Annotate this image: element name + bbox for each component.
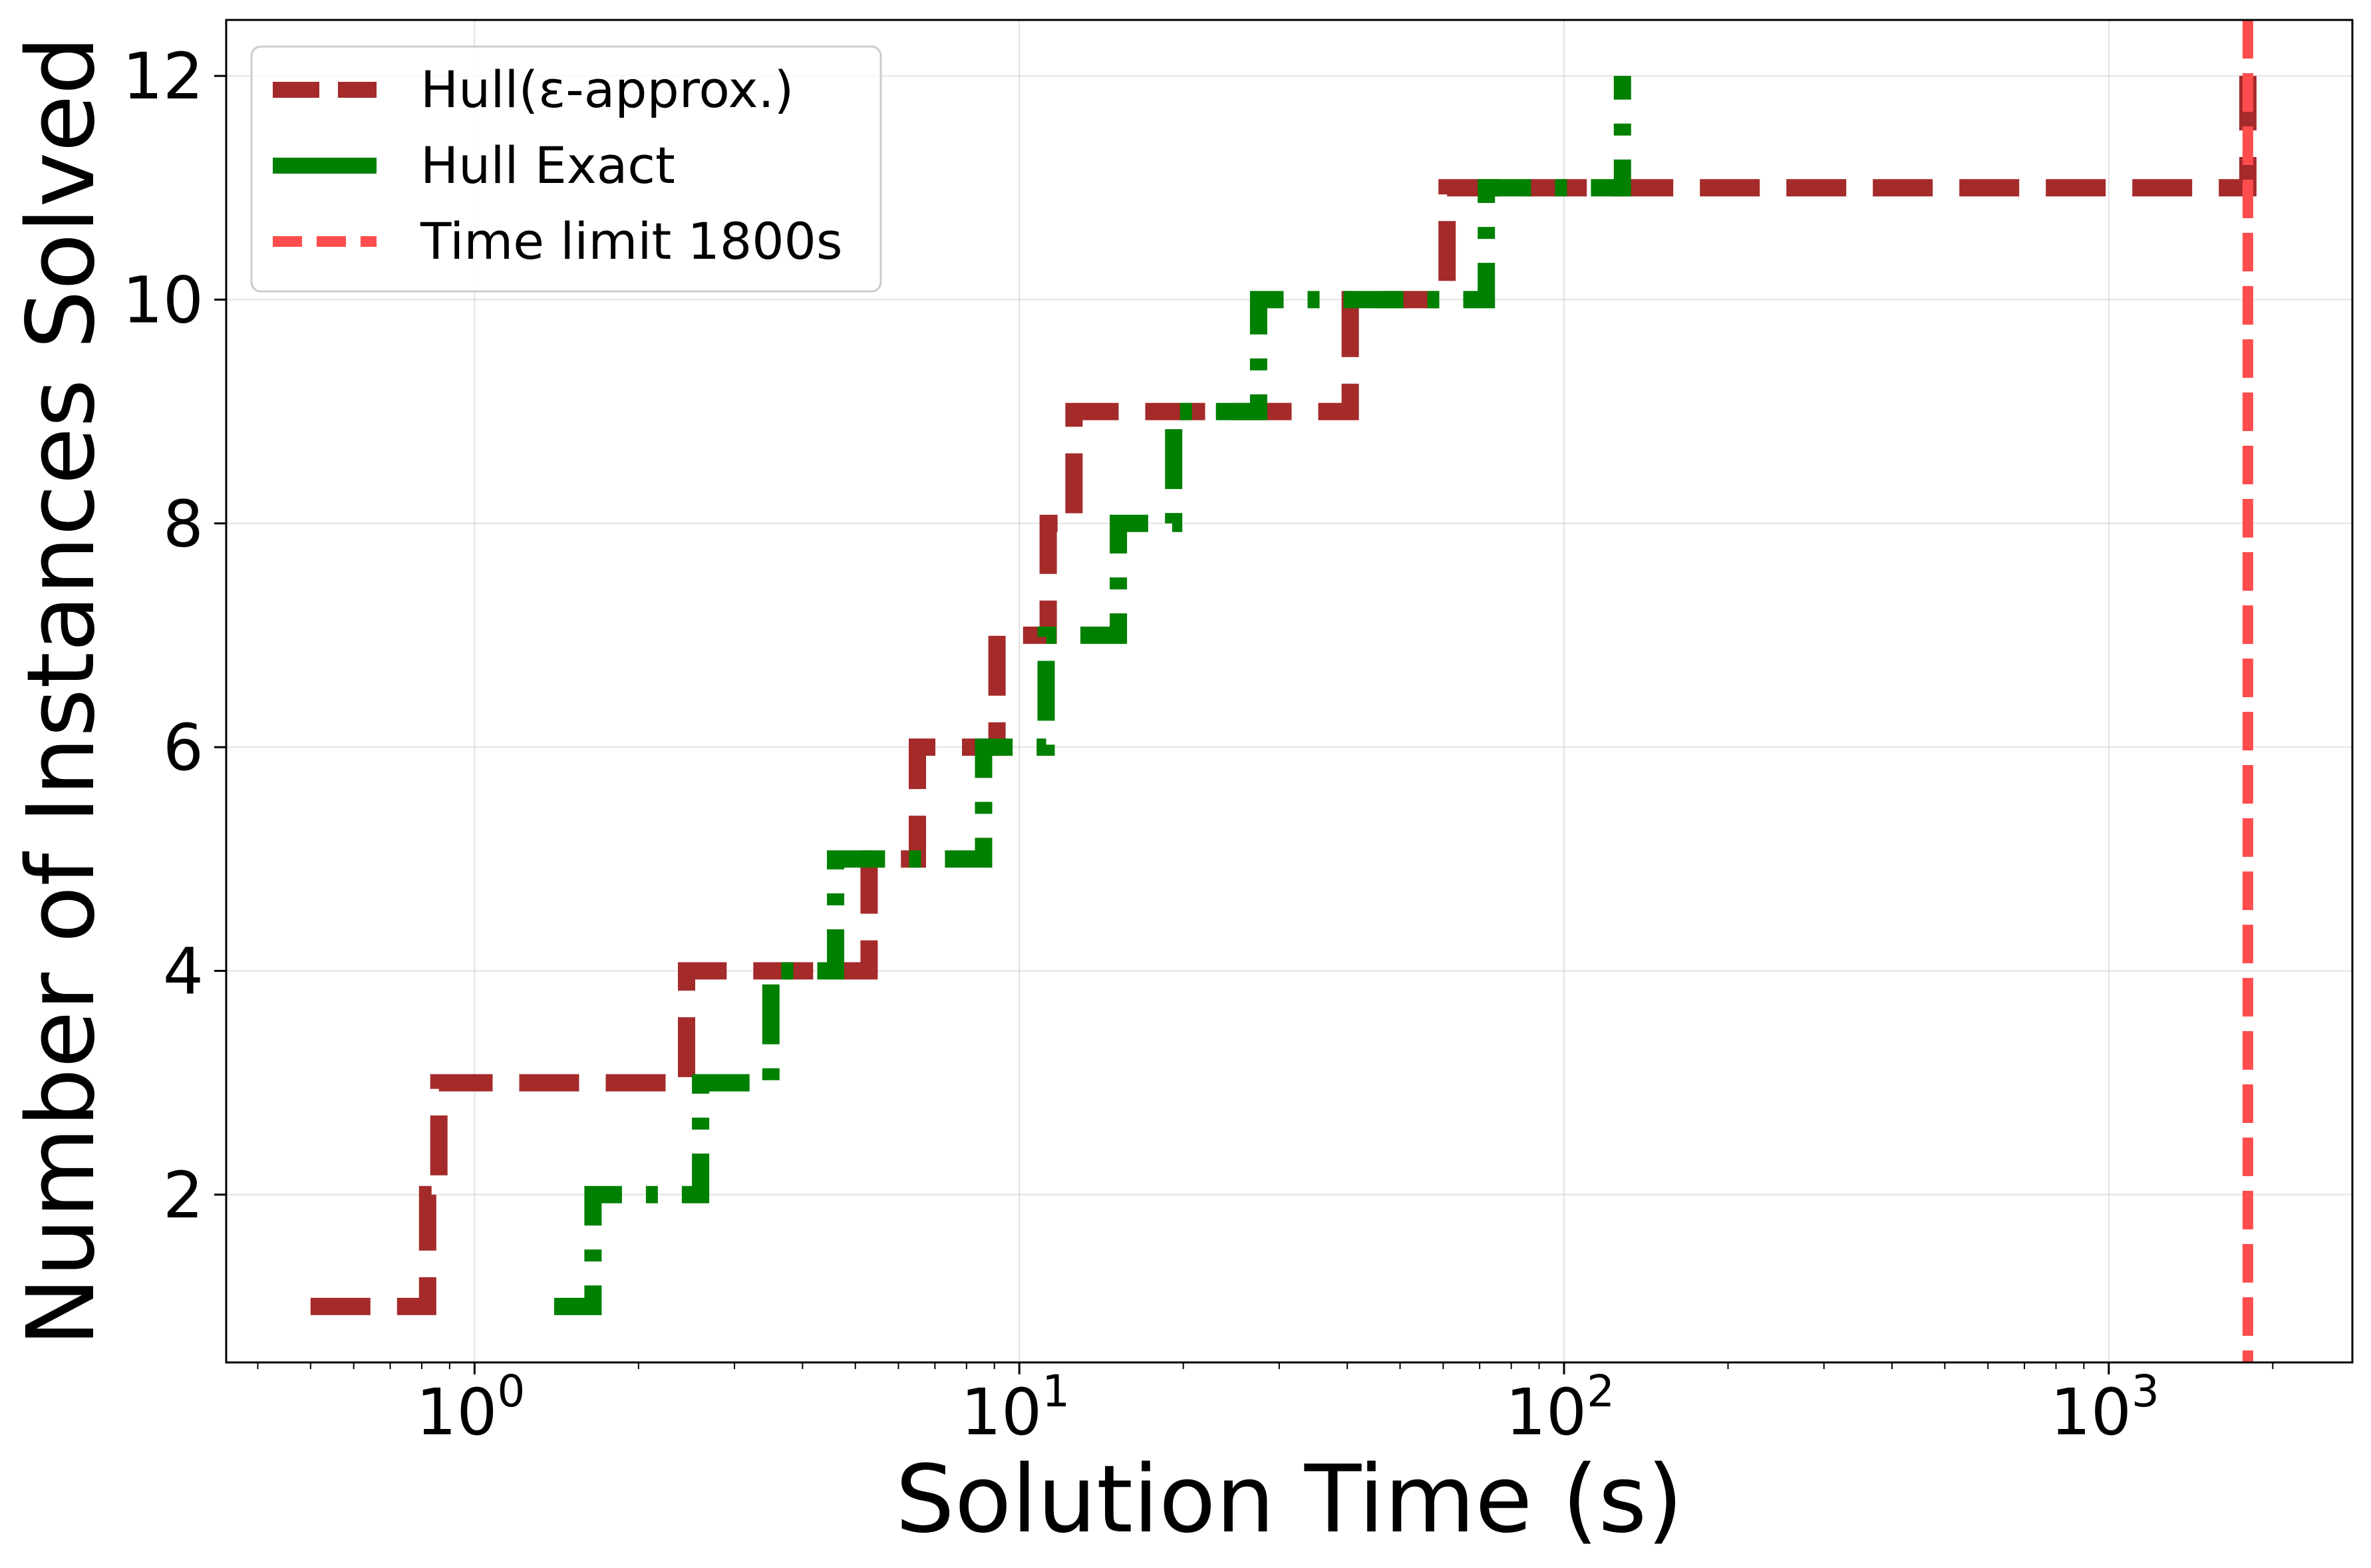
x-tick-exponent: 3 [2132,1366,2159,1417]
series-line-1 [554,76,1631,1315]
plot-area-frame [225,19,2354,1364]
legend: Hull(ε-approx.) Hull Exact Time limit 1800… [250,45,882,293]
x-tick-base: 10 [961,1375,1042,1450]
y-tick-label: 4 [163,934,204,1009]
minor-ticks [257,1362,2274,1369]
legend-label-0: Hull(ε-approx.) [420,60,794,119]
x-tick-label: 103 [2050,1366,2159,1450]
y-tick-label: 10 [122,263,204,337]
x-tick-exponent: 2 [1587,1366,1615,1417]
y-tick-label: 6 [163,710,204,785]
legend-label-1: Hull Exact [420,136,675,195]
x-tick-label: 101 [961,1366,1070,1450]
x-tick-base: 10 [1505,1375,1587,1450]
x-tick-exponent: 0 [497,1366,525,1417]
y-tick-label: 8 [163,487,204,561]
x-tick-label: 102 [1505,1366,1615,1450]
legend-label-2: Time limit 1800s [420,212,843,271]
series-lines [310,20,2257,1362]
y-tick-label: 2 [163,1158,204,1233]
y-axis-title: Number of Instances Solved [7,36,116,1347]
x-tick-base: 10 [416,1375,497,1450]
grid-lines [226,20,2352,1362]
x-tick-base: 10 [2050,1375,2132,1450]
x-tick-exponent: 1 [1042,1366,1070,1417]
x-axis-title: Solution Time (s) [895,1446,1683,1554]
x-tick-label: 100 [416,1366,525,1450]
legend-box [250,45,882,293]
y-tick-label: 12 [122,39,204,114]
